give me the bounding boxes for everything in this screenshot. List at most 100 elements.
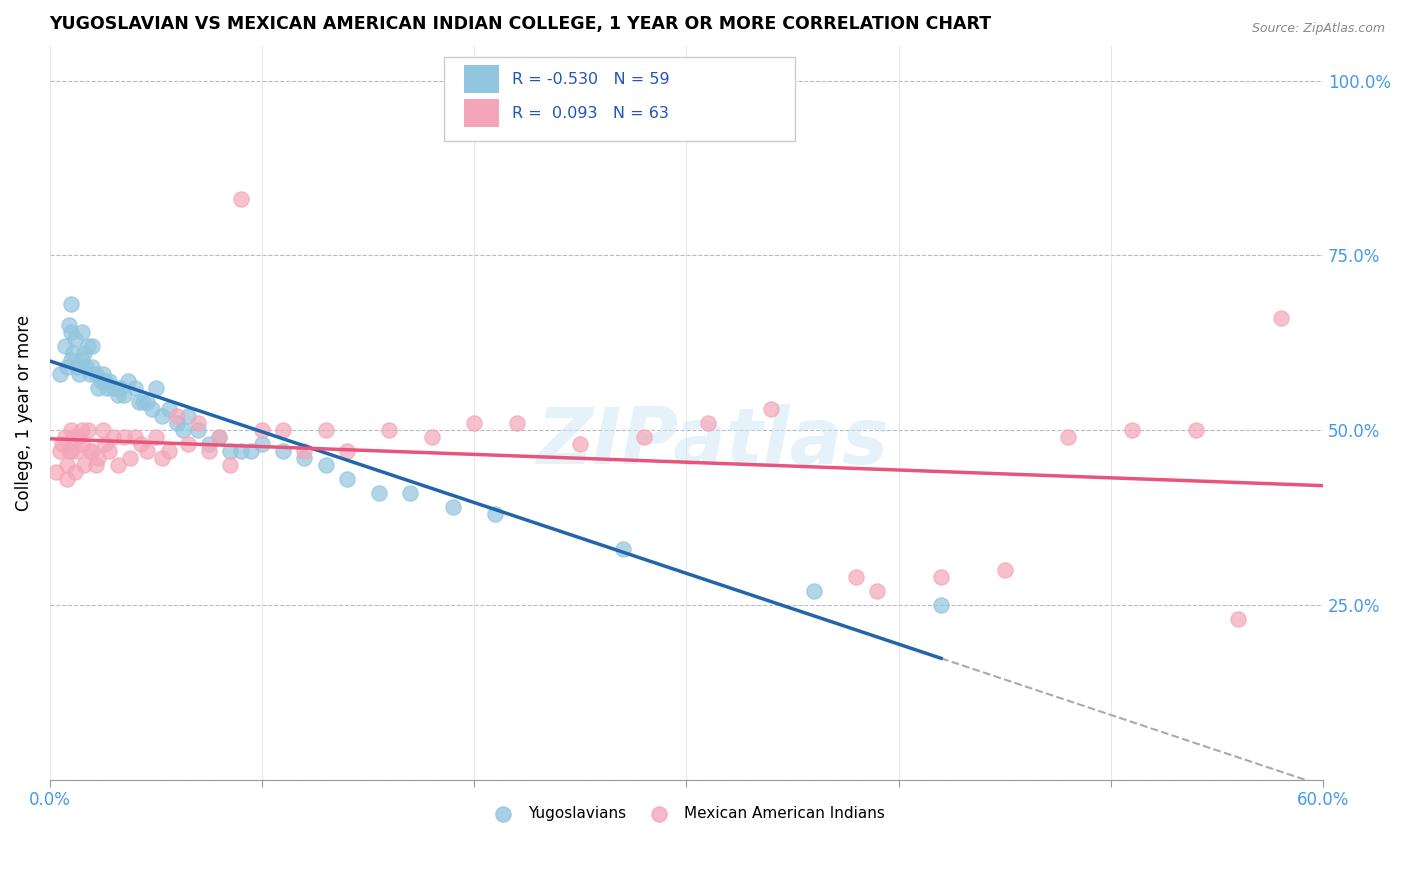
Legend: Yugoslavians, Mexican American Indians: Yugoslavians, Mexican American Indians bbox=[482, 800, 891, 827]
Point bbox=[98, 444, 121, 458]
Point bbox=[53, 339, 76, 353]
Point bbox=[90, 374, 112, 388]
Point bbox=[240, 444, 263, 458]
Text: YUGOSLAVIAN VS MEXICAN AMERICAN INDIAN COLLEGE, 1 YEAR OR MORE CORRELATION CHART: YUGOSLAVIAN VS MEXICAN AMERICAN INDIAN C… bbox=[49, 15, 991, 33]
Point bbox=[70, 353, 93, 368]
Point bbox=[136, 444, 159, 458]
Y-axis label: College, 1 year or more: College, 1 year or more bbox=[15, 315, 32, 511]
Text: R =  0.093   N = 63: R = 0.093 N = 63 bbox=[512, 105, 669, 120]
Point bbox=[399, 486, 422, 500]
Point bbox=[53, 430, 76, 444]
Point bbox=[120, 451, 142, 466]
Point bbox=[112, 430, 135, 444]
Point bbox=[315, 423, 337, 437]
Point bbox=[59, 297, 82, 311]
Point bbox=[55, 458, 77, 472]
Point bbox=[929, 570, 952, 584]
Point bbox=[633, 430, 655, 444]
Point bbox=[208, 430, 231, 444]
Point bbox=[441, 500, 464, 514]
Point bbox=[98, 374, 121, 388]
Point bbox=[378, 423, 401, 437]
Point bbox=[929, 598, 952, 612]
Point bbox=[67, 430, 90, 444]
Point bbox=[96, 381, 118, 395]
Point bbox=[86, 367, 108, 381]
Point bbox=[76, 339, 98, 353]
Point bbox=[315, 458, 337, 472]
Point bbox=[198, 444, 221, 458]
Point bbox=[367, 486, 389, 500]
Point bbox=[91, 367, 114, 381]
Point bbox=[94, 374, 117, 388]
FancyBboxPatch shape bbox=[444, 57, 794, 141]
Point bbox=[1057, 430, 1080, 444]
Point bbox=[72, 346, 94, 360]
Point bbox=[107, 458, 129, 472]
Point bbox=[72, 458, 94, 472]
Point bbox=[219, 444, 242, 458]
Point bbox=[187, 416, 209, 430]
Point bbox=[157, 402, 180, 417]
Point bbox=[58, 444, 80, 458]
Point bbox=[1270, 311, 1292, 326]
Point bbox=[79, 367, 101, 381]
Point bbox=[150, 451, 173, 466]
Point bbox=[336, 472, 359, 486]
Point bbox=[132, 395, 155, 409]
Point bbox=[124, 430, 146, 444]
Point bbox=[208, 430, 231, 444]
Point bbox=[75, 360, 97, 375]
Point bbox=[420, 430, 443, 444]
Point bbox=[176, 437, 198, 451]
Point bbox=[76, 423, 98, 437]
Point bbox=[70, 423, 93, 437]
Point bbox=[803, 583, 825, 598]
Point bbox=[45, 465, 67, 479]
Point bbox=[87, 381, 110, 395]
Point bbox=[336, 444, 359, 458]
FancyBboxPatch shape bbox=[464, 99, 499, 128]
Point bbox=[87, 451, 110, 466]
Point bbox=[82, 360, 104, 375]
Point bbox=[1227, 612, 1250, 626]
Point bbox=[250, 423, 273, 437]
Point bbox=[103, 381, 125, 395]
Point bbox=[994, 563, 1017, 577]
Point bbox=[117, 374, 139, 388]
Point bbox=[59, 353, 82, 368]
Point bbox=[696, 416, 718, 430]
Point bbox=[62, 430, 84, 444]
Point bbox=[79, 444, 101, 458]
Point bbox=[1121, 423, 1143, 437]
Point bbox=[66, 360, 89, 375]
Point bbox=[505, 416, 527, 430]
Point bbox=[172, 423, 194, 437]
Point bbox=[845, 570, 868, 584]
Text: Source: ZipAtlas.com: Source: ZipAtlas.com bbox=[1251, 22, 1385, 36]
Point bbox=[136, 395, 159, 409]
Point bbox=[141, 402, 163, 417]
Point bbox=[67, 367, 90, 381]
Point bbox=[612, 541, 634, 556]
Point bbox=[59, 444, 82, 458]
Point bbox=[91, 423, 114, 437]
Point bbox=[66, 444, 89, 458]
Point bbox=[103, 430, 125, 444]
Point bbox=[187, 423, 209, 437]
Point bbox=[129, 437, 152, 451]
Point bbox=[62, 346, 84, 360]
Point bbox=[145, 381, 167, 395]
Point bbox=[49, 444, 72, 458]
Point bbox=[292, 444, 315, 458]
Point bbox=[569, 437, 592, 451]
FancyBboxPatch shape bbox=[464, 65, 499, 94]
Point bbox=[250, 437, 273, 451]
Point bbox=[112, 388, 135, 402]
Point bbox=[198, 437, 221, 451]
Point bbox=[145, 430, 167, 444]
Point bbox=[70, 325, 93, 339]
Point bbox=[484, 507, 506, 521]
Text: R = -0.530   N = 59: R = -0.530 N = 59 bbox=[512, 72, 669, 87]
Point bbox=[58, 318, 80, 333]
